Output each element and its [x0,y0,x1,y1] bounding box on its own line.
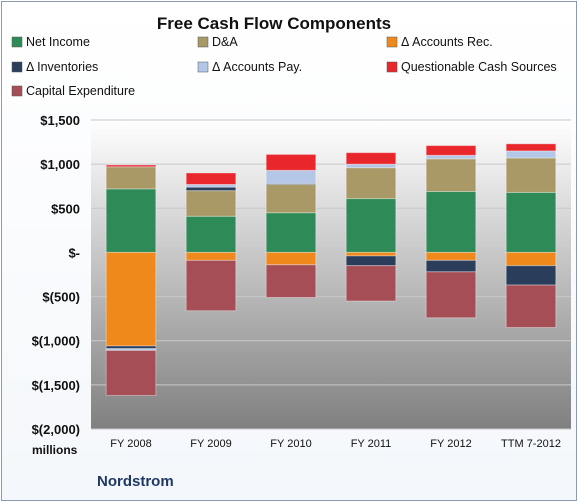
x-tick-label: FY 2008 [110,438,151,450]
bar-segment [345,251,397,257]
legend-item: Capital Expenditure [11,84,135,98]
bar-segment [505,143,557,152]
bar-segment [105,188,157,253]
plot-area [91,120,571,429]
legend-label: Net Income [26,35,90,49]
bar-group [505,143,557,328]
x-tick-label: FY 2012 [430,438,471,450]
x-tick-label: TTM 7-2012 [501,438,561,450]
legend-item: D&A [197,35,238,49]
y-tick-label: $- [68,245,80,260]
bar-segment [265,183,317,214]
y-tick-label: $(2,000) [32,422,80,437]
y-tick-label: $1,500 [40,113,80,128]
bar-group [105,164,157,396]
bar-segment [425,259,477,273]
bar-segment [185,259,237,312]
units-label: millions [32,443,78,457]
chart-title: Free Cash Flow Components [157,14,391,33]
y-tick-label: $500 [51,201,80,216]
bar-segment [345,152,397,165]
legend-swatch [11,85,23,97]
legend-item: Δ Accounts Rec. [386,35,493,49]
legend-swatch [386,61,398,73]
legend-label: Δ Inventories [26,60,98,74]
legend-item: Questionable Cash Sources [386,60,557,74]
y-tick-label: $(1,000) [32,334,80,349]
bar-segment [185,190,237,217]
bar-segment [425,191,477,253]
bar-segment [505,251,557,267]
company-name: Nordstrom [97,473,174,490]
legend-label: Questionable Cash Sources [401,60,557,74]
bar-segment [505,284,557,328]
legend-label: Δ Accounts Rec. [401,35,493,49]
legend-swatch [197,61,209,73]
legend-label: Capital Expenditure [26,84,135,98]
bar-segment [185,186,237,192]
bar-segment [345,163,397,169]
bar-group [425,145,477,319]
bar-group [265,153,317,298]
bar-segment [425,251,477,261]
y-axis-ticks: $1,500 $1,000 $500 $- $(500) $(1,000) $(1,500)… [32,113,80,437]
legend-label: Δ Accounts Pay. [212,60,302,74]
bar-segment [345,255,397,267]
bar-segment [265,153,317,171]
y-tick-label: $(500) [42,290,80,305]
y-tick-label: $(1,500) [32,378,80,393]
legend-label: D&A [212,35,238,49]
gridlines [91,119,571,430]
legend-swatch [386,36,398,48]
bar-segment [425,158,477,193]
bar-segment [265,264,317,298]
bars [105,143,557,396]
legend-swatch [197,36,209,48]
legend-swatch [11,61,23,73]
bar-segment [105,349,157,396]
bar-segment [345,265,397,302]
x-axis-ticks: FY 2008 FY 2009 FY 2010 FY 2011 FY 2012 TTM 7… [110,438,561,450]
bar-segment [425,271,477,319]
bar-segment [265,251,317,266]
bar-segment [105,166,157,190]
y-tick-label: $1,000 [40,157,80,172]
legend-swatch [11,36,23,48]
x-tick-label: FY 2011 [351,438,392,450]
x-tick-label: FY 2009 [190,438,231,450]
legend-item: Δ Accounts Pay. [197,60,302,74]
bar-segment [105,164,157,168]
bar-segment [265,212,317,253]
bar-segment [425,145,477,156]
legend-item: Δ Inventories [11,60,98,74]
bar-segment [265,169,317,185]
bar-segment [105,251,157,347]
legend: Net Income D&A Δ Accounts Rec. Δ Inventorie… [11,35,557,98]
bar-group [185,172,237,312]
bar-group [345,152,397,302]
bar-segment [345,167,397,200]
bar-segment [505,191,557,253]
legend-item: Net Income [11,35,90,49]
bar-segment [505,157,557,193]
bar-segment [505,150,557,159]
bar-segment [345,198,397,253]
bar-segment [505,265,557,286]
bar-segment [185,251,237,261]
bar-segment [105,345,157,350]
x-tick-label: FY 2010 [270,438,311,450]
bar-segment [185,172,237,185]
bar-segment [185,215,237,253]
bar-segment [425,154,477,160]
